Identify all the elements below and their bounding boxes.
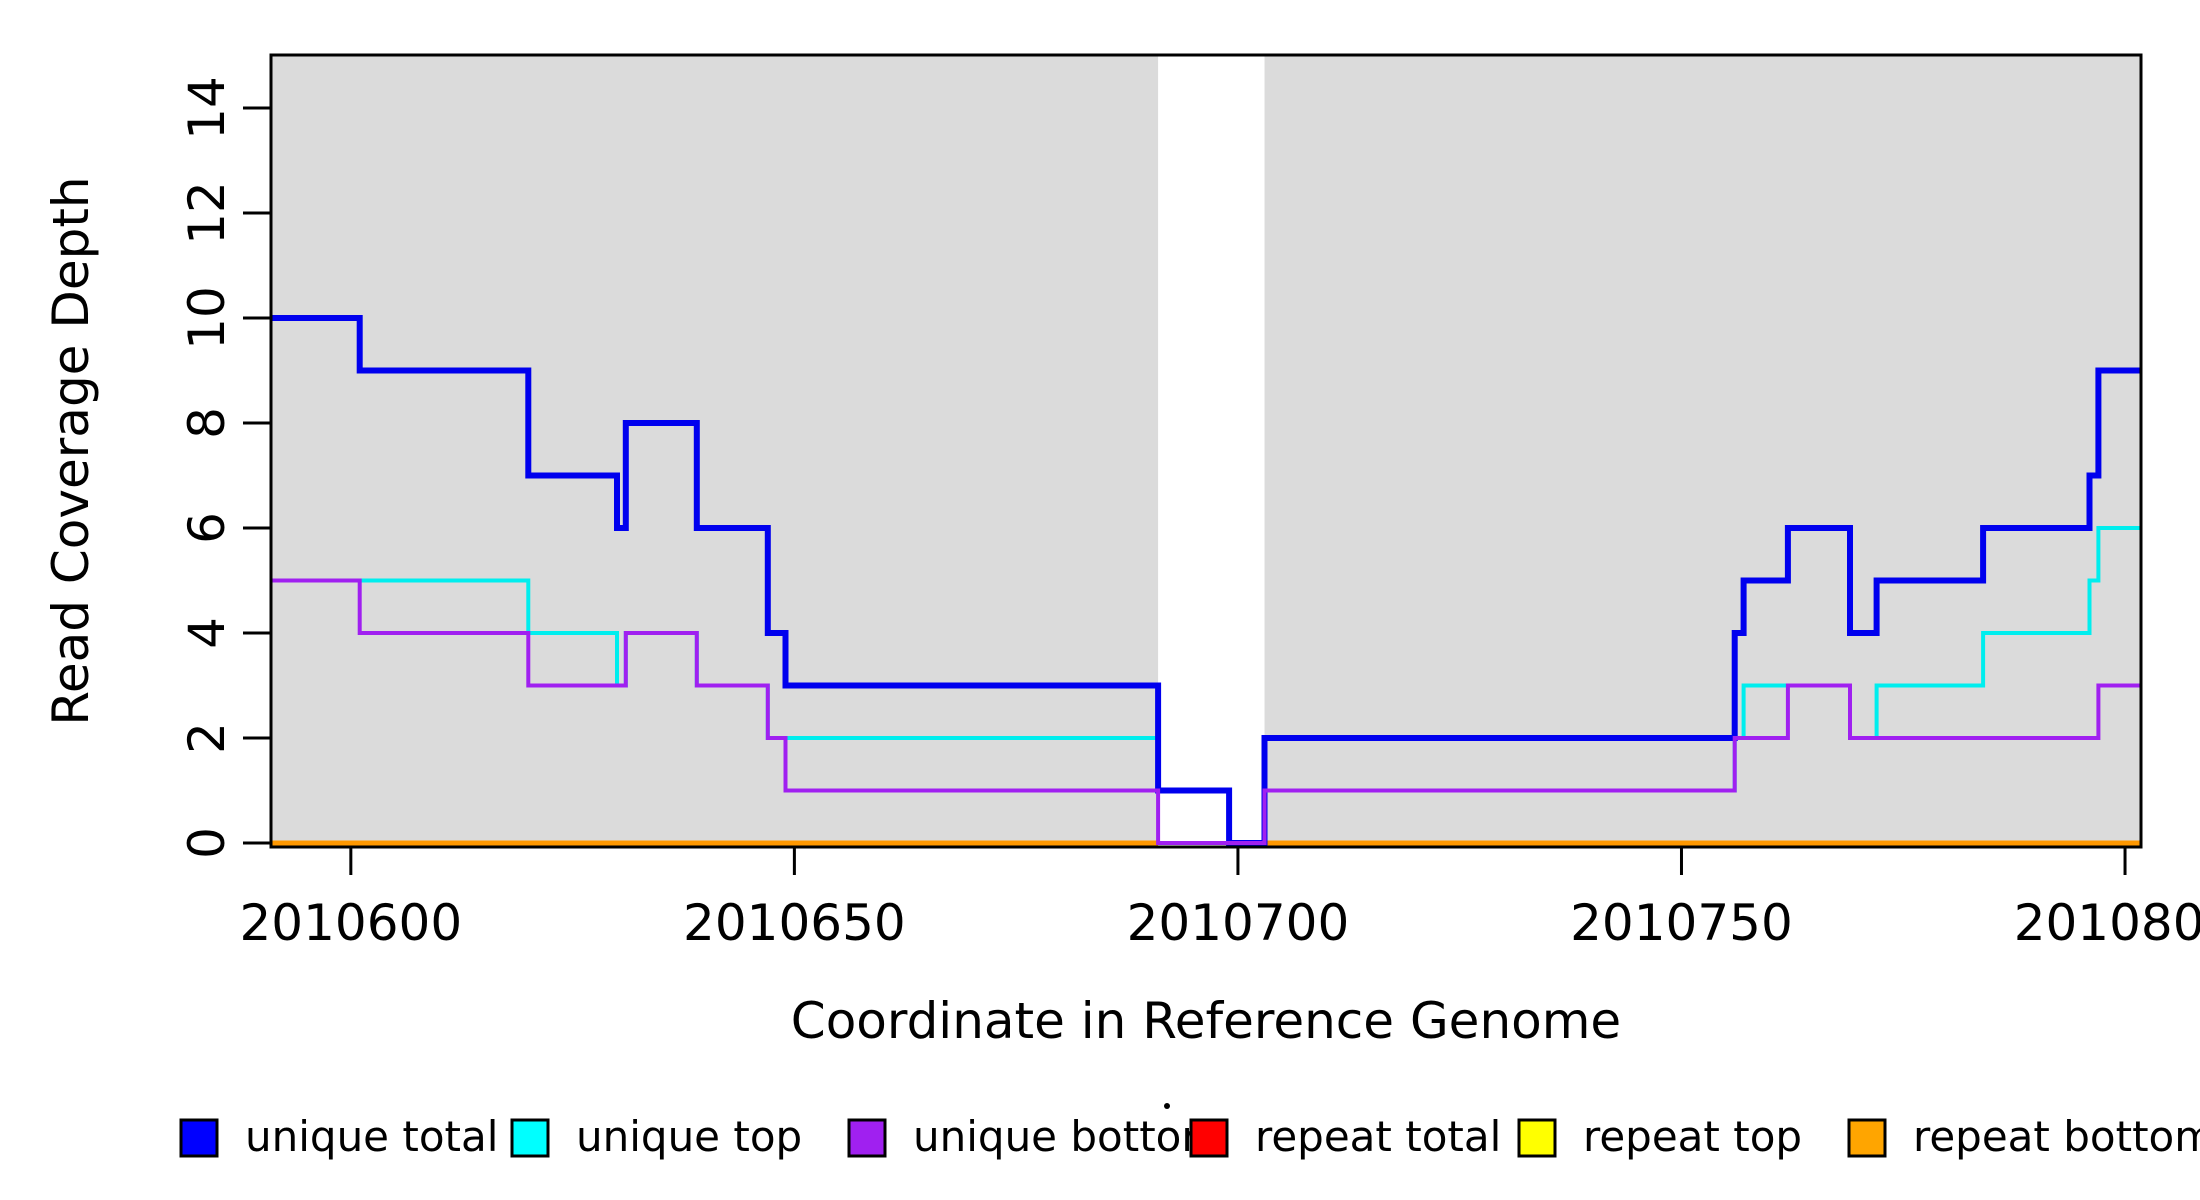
y-tick-label: 2 — [178, 722, 236, 754]
x-tick-label: 2010700 — [1127, 894, 1350, 952]
artifact-dot — [1164, 1103, 1170, 1109]
legend-swatch — [847, 1118, 887, 1158]
legend-swatch — [1847, 1118, 1887, 1158]
y-tick-label: 12 — [178, 181, 236, 245]
plot-border — [269, 53, 2143, 849]
x-tick-label: 2010750 — [1570, 894, 1793, 952]
y-tick-label: 14 — [178, 76, 236, 140]
legend-swatch — [179, 1118, 219, 1158]
y-tick-label: 10 — [178, 286, 236, 350]
y-tick-label: 4 — [178, 617, 236, 649]
legend-label: repeat bottom — [1913, 1112, 2200, 1161]
plot-border-box — [269, 53, 2143, 849]
legend-swatch — [1517, 1118, 1557, 1158]
y-tick-label: 8 — [178, 407, 236, 439]
legend-label: repeat total — [1255, 1112, 1501, 1161]
x-tick-label: 2010650 — [683, 894, 906, 952]
series-lines — [271, 315, 2141, 846]
x-tick-label: 2010600 — [239, 894, 462, 952]
legend-label: unique total — [245, 1112, 498, 1161]
x-axis-title: Coordinate in Reference Genome — [791, 992, 1621, 1050]
shaded-region — [1264, 55, 2141, 847]
plot-shaded-background — [271, 55, 2141, 847]
y-tick-label: 0 — [178, 827, 236, 859]
legend-label: unique bottom — [913, 1112, 1222, 1161]
legend-label: repeat top — [1583, 1112, 1802, 1161]
legend: unique total unique top unique bottom repea… — [179, 1103, 2200, 1161]
y-axis: 0 2 4 6 8 10 12 14 — [178, 76, 271, 859]
shaded-region — [271, 55, 1159, 847]
legend-swatch — [1189, 1118, 1229, 1158]
legend-swatch — [510, 1118, 550, 1158]
y-tick-label: 6 — [178, 512, 236, 544]
y-axis-title: Read Coverage Depth — [42, 176, 100, 725]
legend-label: unique top — [576, 1112, 802, 1161]
series-unique-bottom-line — [271, 578, 2141, 845]
